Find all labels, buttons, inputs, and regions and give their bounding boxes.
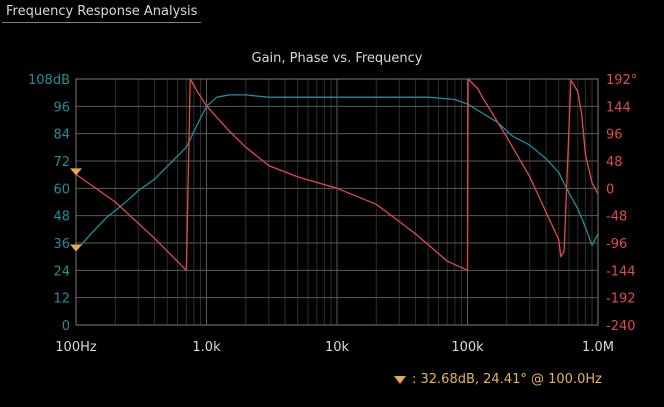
gain-tick-label: 36 — [53, 237, 70, 252]
phase-tick-label: 48 — [606, 155, 623, 170]
phase-axis-ticks: -240 -192 -144 -96 -48 0 48 96 144 192° — [606, 73, 637, 334]
x-tick-label: 1.0M — [582, 340, 614, 355]
phase-series-line — [75, 78, 599, 271]
gain-tick-label: 12 — [53, 292, 70, 307]
gain-tick-label: 0 — [62, 319, 70, 334]
plot-frame — [75, 78, 599, 326]
x-tick-label: 1.0k — [192, 340, 221, 355]
gain-tick-label: 24 — [53, 264, 70, 279]
phase-tick-label: -144 — [606, 264, 636, 279]
phase-tick-label: -192 — [606, 292, 636, 307]
phase-tick-label: 0 — [606, 182, 614, 197]
gain-tick-label: 84 — [53, 128, 70, 143]
gain-tick-label: 60 — [53, 182, 70, 197]
phase-tick-label: 96 — [606, 128, 623, 143]
phase-tick-label: -96 — [606, 237, 627, 252]
gain-tick-label: 108dB — [28, 73, 70, 88]
x-tick-label: 100k — [451, 340, 484, 355]
gain-axis-ticks: 0 12 24 36 48 60 72 84 96 108dB — [28, 73, 70, 334]
gain-tick-label: 96 — [53, 100, 70, 115]
marker-readout: : 32.68dB, 24.41° @ 100.0Hz — [394, 372, 602, 387]
chart-markers — [70, 168, 82, 252]
phase-tick-label: 192° — [606, 73, 637, 88]
chart-title: Gain, Phase vs. Frequency — [252, 51, 423, 66]
gain-tick-label: 72 — [53, 155, 70, 170]
phase-tick-label: 144 — [606, 100, 631, 115]
marker-readout-text: : 32.68dB, 24.41° @ 100.0Hz — [412, 372, 602, 387]
chart-grid — [75, 78, 599, 326]
gain-series-line — [75, 94, 599, 252]
x-tick-label: 100Hz — [55, 340, 97, 355]
marker-triangle[interactable] — [70, 244, 82, 252]
phase-tick-label: -240 — [606, 319, 636, 334]
marker-icon — [394, 375, 406, 384]
marker-triangle[interactable] — [70, 168, 82, 176]
window-title: Frequency Response Analysis — [2, 2, 202, 23]
x-axis-ticks: 100Hz 1.0k 10k 100k 1.0M — [55, 340, 614, 355]
chart-series — [75, 78, 599, 271]
phase-tick-label: -48 — [606, 210, 627, 225]
x-tick-label: 10k — [325, 340, 350, 355]
gain-tick-label: 48 — [53, 210, 70, 225]
